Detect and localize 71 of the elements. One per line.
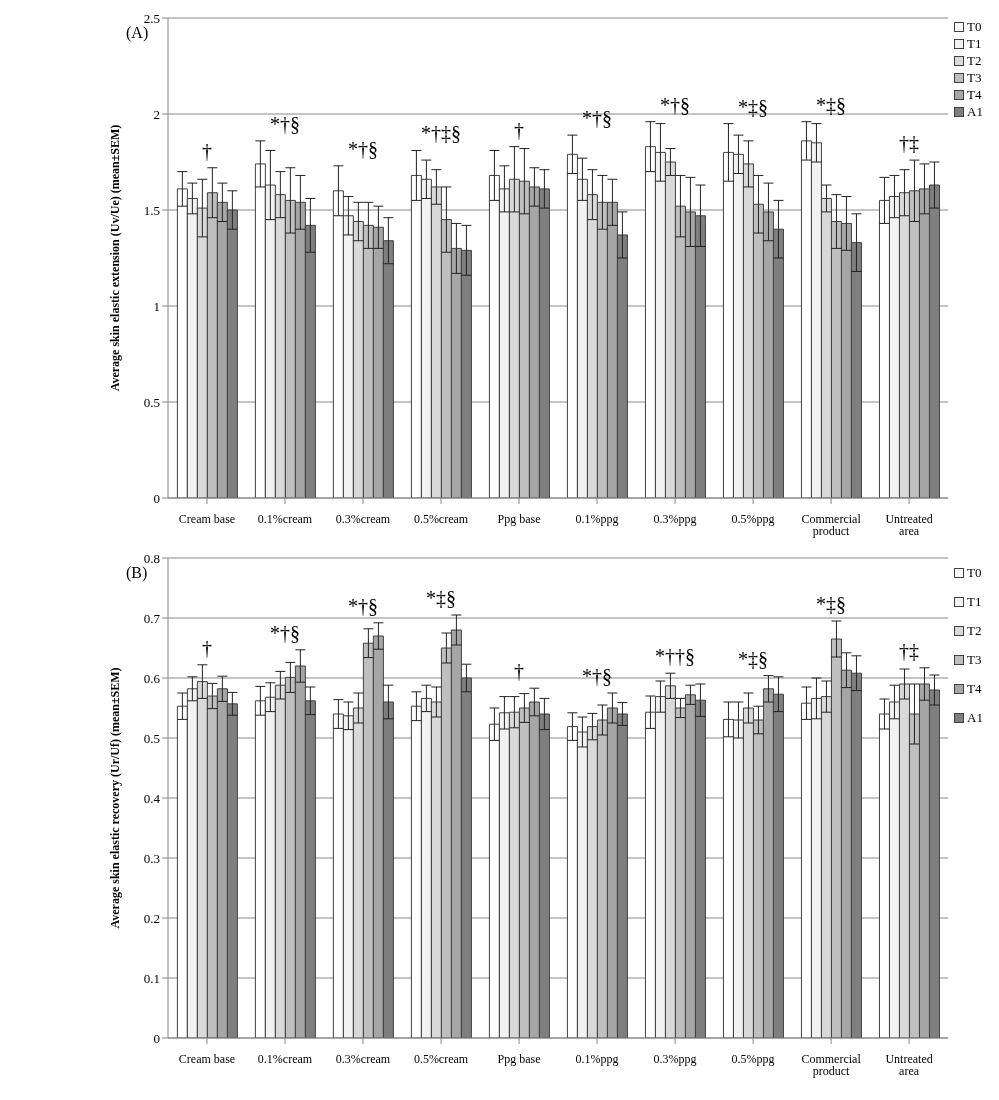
x-tick-label: Ppg base xyxy=(497,1051,541,1066)
x-tick-label: Untreated area xyxy=(885,511,933,538)
x-tick-label: 0.1%cream xyxy=(257,1051,313,1066)
annotation: *‡§ xyxy=(816,593,847,615)
x-tick-label: 0.3%cream xyxy=(335,511,391,526)
annotation: *†‡§ xyxy=(421,122,462,145)
annotation: *†§ xyxy=(270,621,301,644)
y-tick-label: 0.8 xyxy=(143,550,160,566)
x-tick-label: 0.3%ppg xyxy=(653,1051,697,1066)
y-tick-label: 1 xyxy=(153,298,160,314)
annotation: *†§ xyxy=(348,137,379,160)
annotation: *†§ xyxy=(582,665,613,687)
x-tick-label: Ppg base xyxy=(497,511,541,526)
annotation: *†§ xyxy=(348,594,379,617)
y-axis-title: Average skin elastic recovery (Ur/Uf) (mean±SEM) xyxy=(108,667,123,929)
annotation: *‡§ xyxy=(738,95,769,118)
legend-label: T3 xyxy=(967,69,982,86)
x-tick-label: Untreated area xyxy=(885,1051,933,1078)
legend-label: A1 xyxy=(967,709,983,726)
annotation: † xyxy=(514,660,525,683)
y-tick-label: 0 xyxy=(153,490,160,506)
y-tick-label: 0 xyxy=(153,1030,160,1046)
x-tick-label: Commercial product xyxy=(801,1051,862,1078)
y-tick-label: 0.6 xyxy=(143,670,161,686)
y-axis-title: Average skin elastic extension (Uv/Ue) (mean±SEM) xyxy=(108,124,123,392)
legend-label: A1 xyxy=(967,103,983,120)
legend-label: T1 xyxy=(967,593,982,610)
y-tick-label: 0.5 xyxy=(143,730,160,746)
annotation: *‡§ xyxy=(426,587,457,609)
y-tick-label: 0.2 xyxy=(143,910,160,926)
legend-label: T1 xyxy=(967,35,982,52)
chart-title: (B) xyxy=(126,564,148,582)
legend-label: T4 xyxy=(967,86,982,103)
x-tick-label: 0.5%ppg xyxy=(731,511,775,526)
x-tick-label: 0.5%cream xyxy=(413,511,469,526)
annotation: †‡ xyxy=(899,639,920,662)
legend-label: T4 xyxy=(967,680,982,697)
x-tick-label: Cream base xyxy=(178,1051,236,1066)
y-tick-label: 2 xyxy=(153,106,160,122)
legend-label: T0 xyxy=(967,564,982,581)
legend-label: T0 xyxy=(967,18,982,35)
legend-label: T3 xyxy=(967,651,982,668)
annotation: †‡ xyxy=(899,132,920,155)
y-tick-label: 0.5 xyxy=(143,394,160,410)
y-tick-label: 0.4 xyxy=(143,790,161,806)
annotation: *‡§ xyxy=(738,647,769,670)
legend-label: T2 xyxy=(967,622,982,639)
chart-title: (A) xyxy=(126,24,149,42)
legend-label: T2 xyxy=(967,52,982,69)
annotation: *†§ xyxy=(660,93,691,116)
y-tick-label: 2.5 xyxy=(143,10,160,26)
annotation: † xyxy=(202,636,213,659)
x-tick-label: 0.1%ppg xyxy=(575,1051,619,1066)
x-tick-label: 0.1%cream xyxy=(257,511,313,526)
x-tick-label: Cream base xyxy=(178,511,236,526)
y-tick-label: 0.7 xyxy=(143,610,161,626)
y-tick-label: 1.5 xyxy=(143,202,160,218)
annotation: *†§ xyxy=(582,107,613,130)
x-tick-label: 0.3%ppg xyxy=(653,511,697,526)
x-tick-label: 0.1%ppg xyxy=(575,511,619,526)
x-tick-label: 0.5%cream xyxy=(413,1051,469,1066)
x-tick-label: 0.3%cream xyxy=(335,1051,391,1066)
y-tick-label: 0.3 xyxy=(143,850,160,866)
annotation: † xyxy=(202,139,213,162)
x-tick-label: Commercial product xyxy=(801,511,862,538)
annotation: *‡§ xyxy=(816,93,847,116)
y-tick-label: 0.1 xyxy=(143,970,160,986)
annotation: † xyxy=(514,118,525,141)
annotation: *††§ xyxy=(655,645,696,668)
x-tick-label: 0.5%ppg xyxy=(731,1051,775,1066)
annotation: *†§ xyxy=(270,112,301,135)
